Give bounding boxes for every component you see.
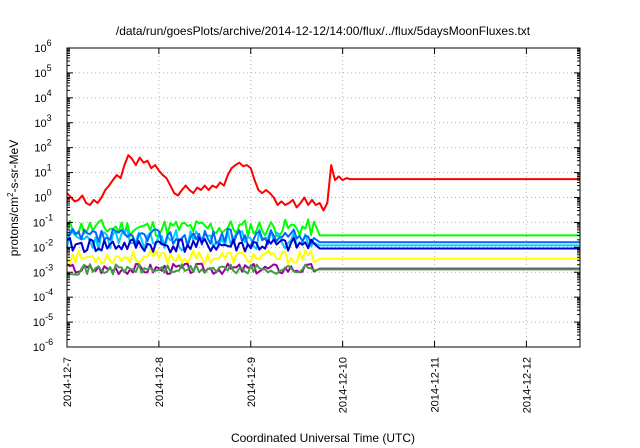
series-line xyxy=(66,227,580,247)
y-tick-label: 10-2 xyxy=(33,237,53,254)
y-tick-label: 10-4 xyxy=(33,287,53,304)
chart-title: /data/run/goesPlots/archive/2014-12-12/1… xyxy=(116,24,531,38)
y-axis-label: protons/cm2-s-sr-MeV xyxy=(6,140,21,256)
x-tick-label: 2014-12-8 xyxy=(154,357,166,407)
y-tick-label: 100 xyxy=(34,188,51,205)
series-line xyxy=(66,154,580,212)
x-tick-label: 2014-12-11 xyxy=(430,357,442,412)
x-tick-label: 2014-12-9 xyxy=(246,357,258,407)
x-tick-label: 2014-12-12 xyxy=(521,357,533,413)
data-series xyxy=(66,154,580,276)
x-axis-ticks: 2014-12-7 2014-12-8 2014-12-9 2014-12-10 201… xyxy=(62,48,533,413)
y-tick-label: 10-6 xyxy=(33,337,53,354)
y-tick-label: 101 xyxy=(34,163,51,180)
y-tick-label: 10-5 xyxy=(33,312,53,329)
x-axis-label: Coordinated Universal Time (UTC) xyxy=(231,431,415,445)
y-tick-label: 106 xyxy=(34,38,51,55)
grid-lines xyxy=(67,48,580,347)
y-tick-label: 104 xyxy=(34,88,51,105)
y-tick-label: 10-1 xyxy=(33,212,53,229)
x-tick-label: 2014-12-7 xyxy=(62,357,74,407)
y-tick-label: 102 xyxy=(34,138,51,155)
y-axis-ticks: 10-6 10-5 10-4 10-3 10-2 10-1 100 101 102 103 104 1… xyxy=(33,38,580,354)
series-line xyxy=(66,249,580,265)
y-tick-label: 10-3 xyxy=(33,262,53,279)
y-tick-label: 105 xyxy=(34,63,51,80)
series-line xyxy=(66,263,580,276)
series-line xyxy=(66,236,580,254)
series-line xyxy=(66,218,580,238)
x-tick-label: 2014-12-10 xyxy=(338,357,350,413)
y-tick-label: 103 xyxy=(34,113,51,130)
